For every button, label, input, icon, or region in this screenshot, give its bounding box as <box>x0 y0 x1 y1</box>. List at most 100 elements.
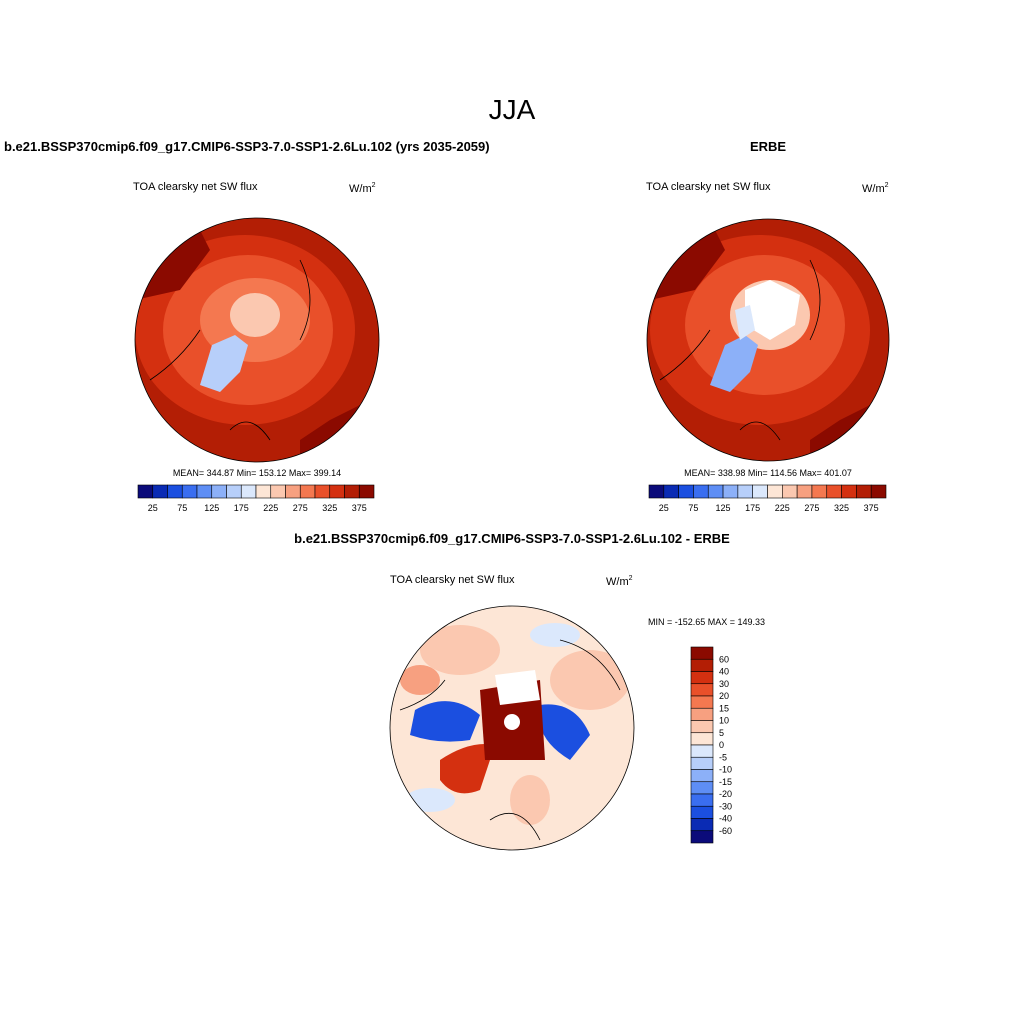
colorbar-box <box>690 707 714 721</box>
panel-subtitle: TOA clearsky net SW flux <box>390 574 515 586</box>
colorbar-box <box>690 732 714 746</box>
colorbar-box <box>690 671 714 685</box>
colorbar-label: 15 <box>719 703 729 713</box>
figure-title: JJA <box>489 94 536 125</box>
colorbar-box <box>240 484 257 499</box>
colorbar-box <box>344 484 360 499</box>
colorbar-box <box>329 484 345 499</box>
colorbar-label: 20 <box>719 691 729 701</box>
colorbar-label: 175 <box>745 503 760 513</box>
units-base: W/m <box>349 183 372 195</box>
colorbar-box <box>663 484 679 499</box>
colorbar-box <box>870 484 887 499</box>
colorbar-label: 10 <box>719 716 729 726</box>
colorbar-box <box>226 484 242 499</box>
stats: MEAN= 344.87 Min= 153.12 Max= 399.14 <box>173 468 341 478</box>
colorbar-box <box>167 484 183 499</box>
colorbar-label: 175 <box>234 503 249 513</box>
colorbar-label: 40 <box>719 667 729 677</box>
colorbar-box <box>693 484 709 499</box>
colorbar-box <box>270 484 286 499</box>
panel-heading: b.e21.BSSP370cmip6.f09_g17.CMIP6-SSP3-7.… <box>294 531 730 546</box>
colorbar-label: 5 <box>719 728 724 738</box>
colorbar-label: 225 <box>775 503 790 513</box>
stats: MIN = -152.65 MAX = 149.33 <box>648 617 765 627</box>
colorbar-box <box>752 484 768 499</box>
units-base: W/m <box>862 183 885 195</box>
colorbar-box <box>690 769 714 783</box>
colorbar-label: 275 <box>804 503 819 513</box>
colorbar-box <box>856 484 872 499</box>
colorbar-box <box>152 484 168 499</box>
panel-heading: ERBE <box>750 139 786 154</box>
colorbar-box <box>690 720 714 734</box>
colorbar-box <box>782 484 798 499</box>
colorbar-box <box>690 781 714 795</box>
colorbar-label: -40 <box>719 814 732 824</box>
colorbar-box <box>690 830 714 844</box>
colorbar-box <box>690 744 714 758</box>
colorbar-label: 225 <box>263 503 278 513</box>
units-sup: 2 <box>629 575 633 582</box>
colorbar-label: 375 <box>864 503 879 513</box>
colorbar-box <box>690 793 714 807</box>
colorbar: 25 75 125 175 225 275 325 375 <box>648 484 887 513</box>
colorbar-label: -10 <box>719 765 732 775</box>
colorbar-label: 75 <box>688 503 698 513</box>
colorbar-box <box>722 484 739 499</box>
map <box>135 218 379 462</box>
colorbar-label: 30 <box>719 679 729 689</box>
colorbar-box <box>690 695 714 709</box>
panel-heading: b.e21.BSSP370cmip6.f09_g17.CMIP6-SSP3-7.… <box>4 139 490 154</box>
units: W/m2 <box>862 182 889 195</box>
colorbar-label: -5 <box>719 752 727 762</box>
colorbar-box <box>826 484 842 499</box>
colorbar-box <box>690 658 714 672</box>
colorbar: 60 40 30 20 15 10 5 0 -5 -10 -15 -20 -30 -40 -60 <box>690 646 732 844</box>
colorbar-label: 125 <box>716 503 731 513</box>
colorbar-box <box>690 683 714 697</box>
stats: MEAN= 338.98 Min= 114.56 Max= 401.07 <box>684 468 852 478</box>
colorbar-box <box>299 484 316 499</box>
colorbar-box <box>811 484 828 499</box>
panel-subtitle: TOA clearsky net SW flux <box>646 181 771 193</box>
colorbar-box <box>690 818 714 832</box>
colorbar-box <box>678 484 694 499</box>
colorbar-box <box>690 646 714 660</box>
colorbar-label: -30 <box>719 801 732 811</box>
colorbar-label: -60 <box>719 826 732 836</box>
units-sup: 2 <box>885 182 889 189</box>
colorbar: 25 75 125 175 225 275 325 375 <box>137 484 375 513</box>
units: W/m2 <box>349 182 376 195</box>
units-base: W/m <box>606 576 629 588</box>
colorbar-label: -15 <box>719 777 732 787</box>
colorbar-box <box>767 484 783 499</box>
colorbar-label: 25 <box>659 503 669 513</box>
colorbar-label: 25 <box>148 503 158 513</box>
units: W/m2 <box>606 575 633 588</box>
colorbar-box <box>314 484 331 499</box>
colorbar-label: 125 <box>204 503 219 513</box>
colorbar-label: 60 <box>719 654 729 664</box>
panel-subtitle: TOA clearsky net SW flux <box>133 181 258 193</box>
colorbar-label: 275 <box>293 503 308 513</box>
colorbar-label: 325 <box>322 503 337 513</box>
colorbar-box <box>285 484 301 499</box>
colorbar-box <box>796 484 813 499</box>
colorbar-label: 375 <box>352 503 367 513</box>
units-sup: 2 <box>372 182 376 189</box>
colorbar-label: 0 <box>719 740 724 750</box>
colorbar-box <box>255 484 272 499</box>
colorbar-box <box>690 805 714 819</box>
colorbar-box <box>137 484 154 499</box>
colorbar-box <box>358 484 375 499</box>
colorbar-box <box>181 484 198 499</box>
colorbar-label: 325 <box>834 503 849 513</box>
colorbar-box <box>648 484 665 499</box>
map <box>390 606 634 850</box>
colorbar-box <box>841 484 857 499</box>
colorbar-box <box>737 484 753 499</box>
colorbar-label: -20 <box>719 789 732 799</box>
colorbar-box <box>211 484 227 499</box>
